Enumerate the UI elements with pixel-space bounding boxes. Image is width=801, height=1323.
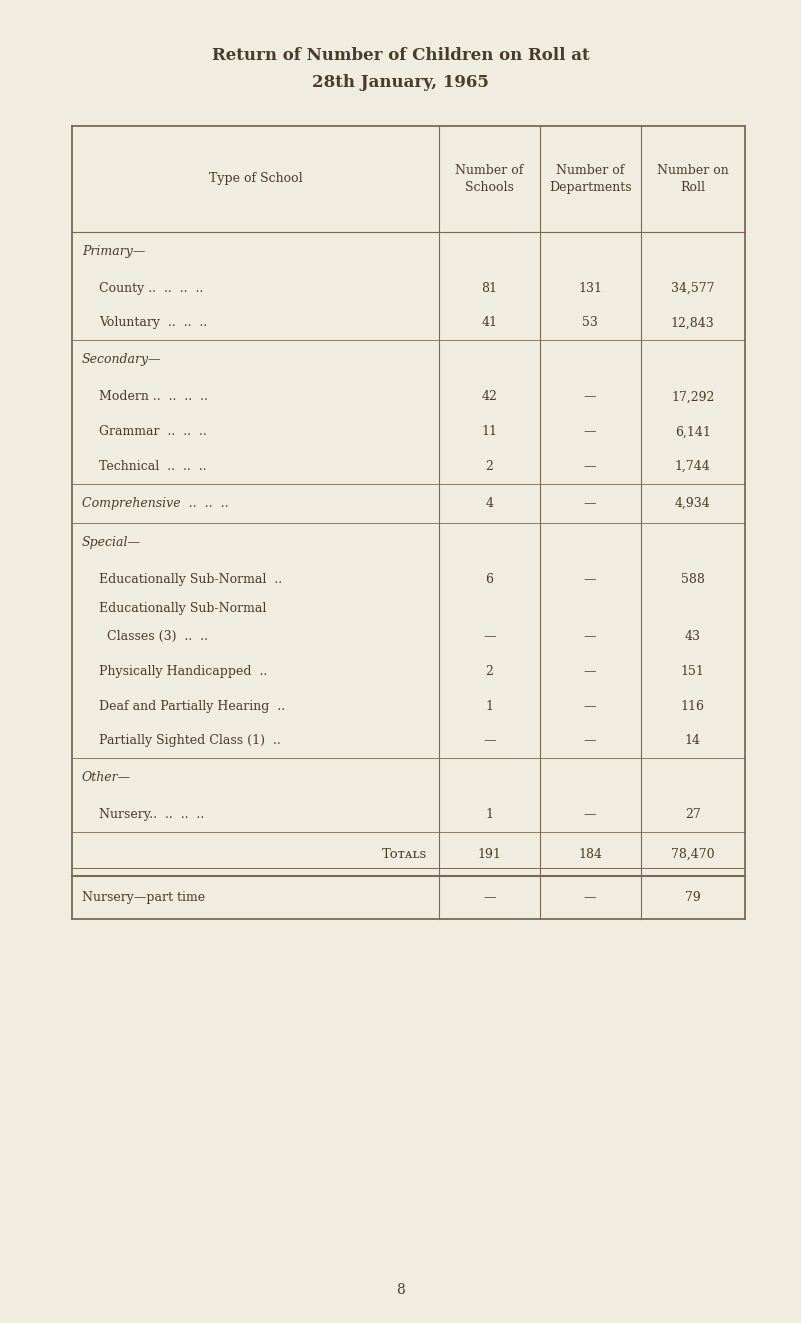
Text: 588: 588 bbox=[681, 573, 705, 586]
Text: Tᴏᴛᴀʟs: Tᴏᴛᴀʟs bbox=[381, 848, 427, 861]
Text: 17,292: 17,292 bbox=[671, 390, 714, 404]
Text: Technical  ..  ..  ..: Technical .. .. .. bbox=[99, 460, 207, 474]
Text: 41: 41 bbox=[481, 316, 497, 329]
Text: 2: 2 bbox=[485, 460, 493, 474]
Text: —: — bbox=[483, 734, 496, 747]
Text: 81: 81 bbox=[481, 282, 497, 295]
Text: Voluntary  ..  ..  ..: Voluntary .. .. .. bbox=[99, 316, 207, 329]
Text: 43: 43 bbox=[685, 630, 701, 643]
Text: —: — bbox=[584, 497, 597, 511]
Text: 151: 151 bbox=[681, 664, 705, 677]
Text: 2: 2 bbox=[485, 664, 493, 677]
Text: Educationally Sub-Normal: Educationally Sub-Normal bbox=[99, 602, 267, 615]
Text: Nursery..  ..  ..  ..: Nursery.. .. .. .. bbox=[99, 808, 204, 822]
Text: 6: 6 bbox=[485, 573, 493, 586]
Text: 14: 14 bbox=[685, 734, 701, 747]
Text: —: — bbox=[584, 460, 597, 474]
Text: 42: 42 bbox=[481, 390, 497, 404]
Text: Educationally Sub-Normal  ..: Educationally Sub-Normal .. bbox=[99, 573, 283, 586]
Text: 191: 191 bbox=[477, 848, 501, 861]
Text: —: — bbox=[584, 573, 597, 586]
Text: 28th January, 1965: 28th January, 1965 bbox=[312, 74, 489, 90]
Text: 11: 11 bbox=[481, 425, 497, 438]
Text: 131: 131 bbox=[578, 282, 602, 295]
Text: Comprehensive  ..  ..  ..: Comprehensive .. .. .. bbox=[82, 497, 228, 511]
Text: —: — bbox=[584, 425, 597, 438]
Text: 6,141: 6,141 bbox=[675, 425, 710, 438]
Text: 8: 8 bbox=[396, 1283, 405, 1297]
Text: —: — bbox=[483, 630, 496, 643]
Text: 53: 53 bbox=[582, 316, 598, 329]
Text: Return of Number of Children on Roll at: Return of Number of Children on Roll at bbox=[211, 48, 590, 64]
Text: —: — bbox=[584, 390, 597, 404]
Text: Grammar  ..  ..  ..: Grammar .. .. .. bbox=[99, 425, 207, 438]
Text: Physically Handicapped  ..: Physically Handicapped .. bbox=[99, 664, 268, 677]
Text: —: — bbox=[483, 892, 496, 904]
Text: Type of School: Type of School bbox=[208, 172, 302, 185]
Text: Special—: Special— bbox=[82, 536, 141, 549]
Text: Modern ..  ..  ..  ..: Modern .. .. .. .. bbox=[99, 390, 208, 404]
Text: —: — bbox=[584, 734, 597, 747]
Text: Number of
Departments: Number of Departments bbox=[549, 164, 631, 193]
Text: 27: 27 bbox=[685, 808, 701, 822]
Text: Number on
Roll: Number on Roll bbox=[657, 164, 729, 193]
Text: Other—: Other— bbox=[82, 771, 131, 785]
Text: 4,934: 4,934 bbox=[675, 497, 710, 511]
Text: Number of
Schools: Number of Schools bbox=[455, 164, 523, 193]
Text: —: — bbox=[584, 808, 597, 822]
Text: 79: 79 bbox=[685, 892, 701, 904]
Text: 34,577: 34,577 bbox=[671, 282, 714, 295]
Text: Classes (3)  ..  ..: Classes (3) .. .. bbox=[99, 630, 208, 643]
Text: Nursery—part time: Nursery—part time bbox=[82, 892, 205, 904]
Text: Deaf and Partially Hearing  ..: Deaf and Partially Hearing .. bbox=[99, 700, 285, 713]
Text: —: — bbox=[584, 700, 597, 713]
Text: County ..  ..  ..  ..: County .. .. .. .. bbox=[99, 282, 203, 295]
Text: Primary—: Primary— bbox=[82, 245, 145, 258]
Text: 4: 4 bbox=[485, 497, 493, 511]
Text: Secondary—: Secondary— bbox=[82, 353, 161, 366]
Text: 12,843: 12,843 bbox=[671, 316, 714, 329]
Text: Partially Sighted Class (1)  ..: Partially Sighted Class (1) .. bbox=[99, 734, 281, 747]
Text: 1: 1 bbox=[485, 808, 493, 822]
Text: —: — bbox=[584, 892, 597, 904]
Text: 184: 184 bbox=[578, 848, 602, 861]
Text: 1: 1 bbox=[485, 700, 493, 713]
Text: 116: 116 bbox=[681, 700, 705, 713]
Text: 78,470: 78,470 bbox=[671, 848, 714, 861]
Text: —: — bbox=[584, 664, 597, 677]
Text: —: — bbox=[584, 630, 597, 643]
Text: 1,744: 1,744 bbox=[675, 460, 710, 474]
